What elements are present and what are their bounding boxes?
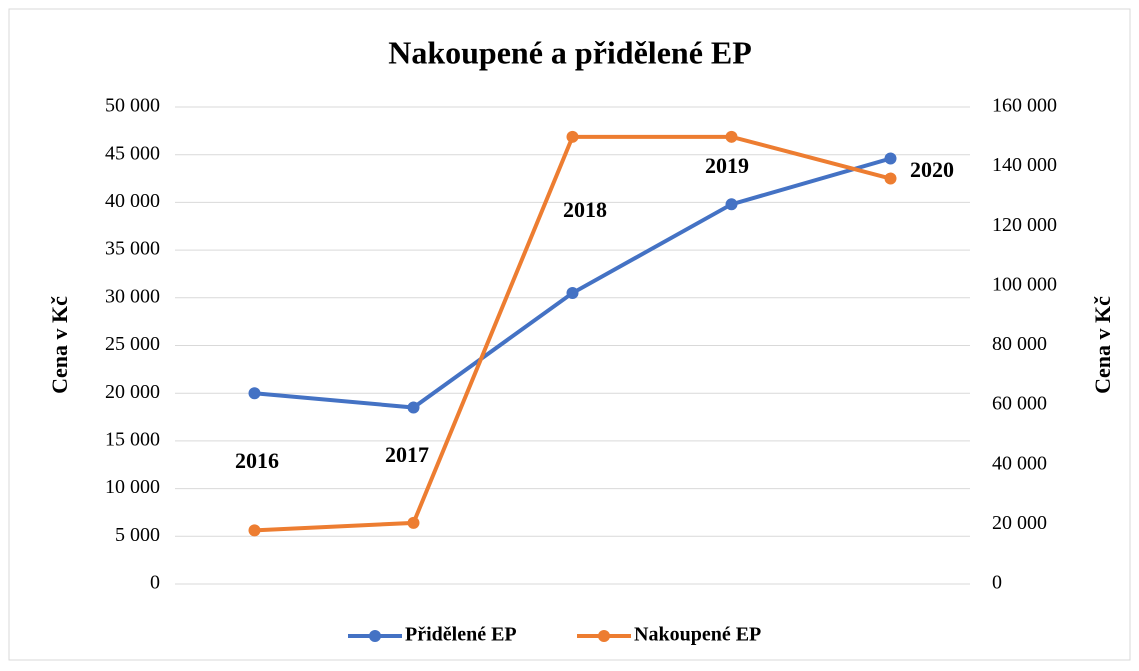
data-point bbox=[407, 401, 420, 414]
y2-tick-label: 80 000 bbox=[992, 333, 1047, 355]
y-tick-label: 25 000 bbox=[105, 333, 160, 355]
y-tick-label: 10 000 bbox=[105, 476, 160, 498]
category-label: 2019 bbox=[705, 153, 749, 178]
y-tick-label: 5 000 bbox=[115, 524, 160, 546]
data-point bbox=[566, 287, 579, 300]
y2-tick-label: 120 000 bbox=[992, 214, 1057, 236]
data-point bbox=[248, 387, 261, 400]
legend-label: Nakoupené EP bbox=[634, 624, 761, 646]
y-axis-title: Cena v Kč bbox=[47, 296, 72, 394]
chart-border bbox=[8, 8, 1131, 661]
y-tick-label: 0 bbox=[150, 572, 160, 594]
y-tick-label: 50 000 bbox=[105, 95, 160, 117]
y-tick-label: 15 000 bbox=[105, 428, 160, 450]
y2-tick-label: 40 000 bbox=[992, 452, 1047, 474]
y2-tick-label: 60 000 bbox=[992, 393, 1047, 415]
category-label: 2018 bbox=[563, 197, 607, 222]
legend-marker bbox=[598, 630, 610, 642]
y2-tick-label: 160 000 bbox=[992, 95, 1057, 117]
y2-tick-label: 140 000 bbox=[992, 154, 1057, 176]
data-point bbox=[884, 152, 897, 165]
data-point bbox=[248, 524, 261, 537]
category-label: 2020 bbox=[910, 157, 954, 182]
legend-label: Přidělené EP bbox=[405, 624, 517, 646]
y-tick-label: 40 000 bbox=[105, 190, 160, 212]
data-point bbox=[725, 198, 738, 211]
y-tick-label: 30 000 bbox=[105, 285, 160, 307]
y2-tick-label: 0 bbox=[992, 572, 1002, 594]
chart-title: Nakoupené a přidělené EP bbox=[388, 34, 752, 70]
category-label: 2017 bbox=[385, 442, 429, 467]
category-label: 2016 bbox=[235, 448, 279, 473]
legend-marker bbox=[369, 630, 381, 642]
y-tick-label: 20 000 bbox=[105, 381, 160, 403]
y-tick-label: 45 000 bbox=[105, 142, 160, 164]
data-point bbox=[407, 516, 420, 529]
data-point bbox=[566, 130, 579, 143]
y2-tick-label: 100 000 bbox=[992, 273, 1057, 295]
data-point bbox=[725, 130, 738, 143]
y2-axis-title: Cena v Kč bbox=[1090, 296, 1115, 394]
y-tick-label: 35 000 bbox=[105, 238, 160, 260]
data-point bbox=[884, 172, 897, 185]
y2-tick-label: 20 000 bbox=[992, 512, 1047, 534]
